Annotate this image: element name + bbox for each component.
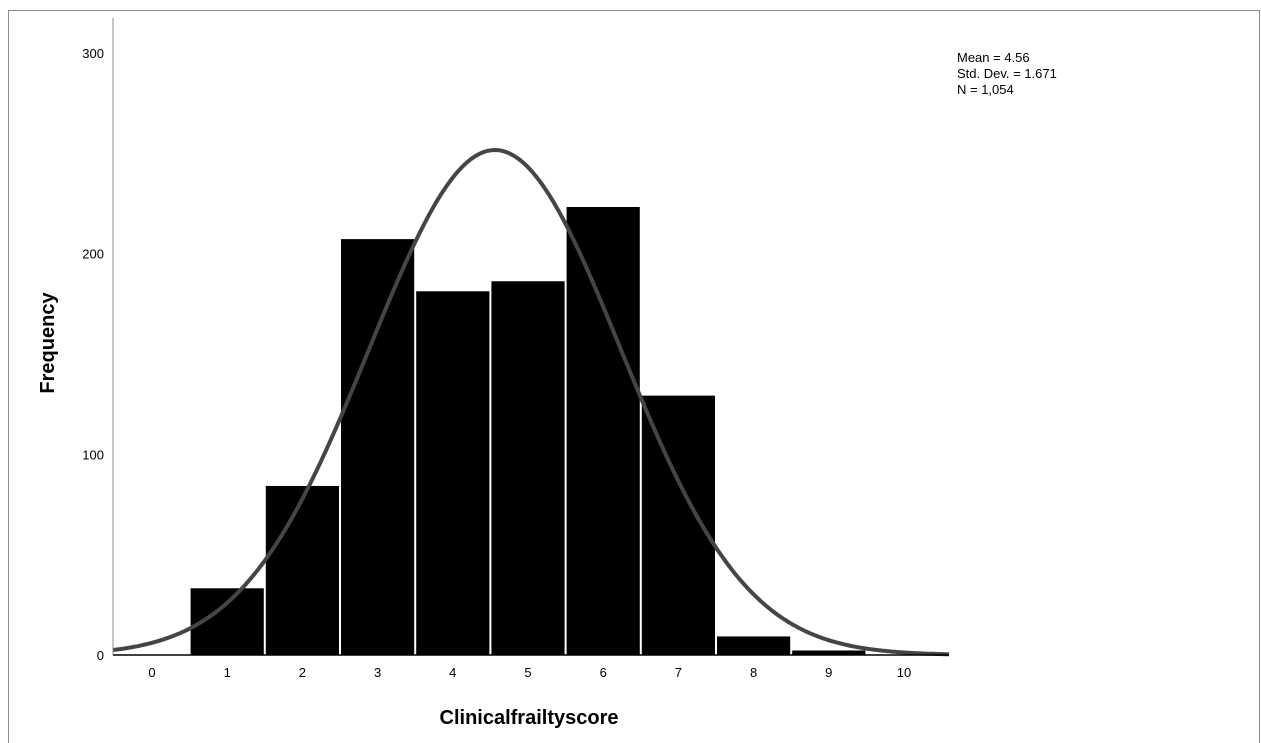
x-tick-label: 4 [449,665,456,680]
y-tick-label: 300 [82,46,104,61]
x-tick-label: 5 [524,665,531,680]
y-tick-label: 0 [97,648,104,663]
x-tick-label: 1 [224,665,231,680]
chart-border [8,10,1260,743]
histogram-bar [341,239,415,656]
x-tick-label: 8 [750,665,757,680]
histogram-bar [717,636,791,656]
x-tick-label: 0 [148,665,155,680]
histogram-bar [265,485,339,656]
normal-curve-line [112,148,950,657]
histogram-bar [491,281,565,656]
x-tick-label: 7 [675,665,682,680]
x-tick-label: 2 [299,665,306,680]
stat-n: N = 1,054 [957,82,1014,97]
stat-mean: Mean = 4.56 [957,50,1030,65]
y-tick-label: 100 [82,447,104,462]
histogram-bar [566,207,640,656]
bars-group [190,207,866,656]
x-tick-label: 6 [600,665,607,680]
normal-curve-group [112,148,950,657]
x-tick-label: 9 [825,665,832,680]
histogram-bar [416,291,490,656]
y-axis-title: Frequency [37,292,59,394]
x-tick-label: 3 [374,665,381,680]
stat-std-dev: Std. Dev. = 1.671 [957,66,1057,81]
x-tick-label: 10 [897,665,911,680]
x-axis-title: Clinicalfrailtyscore [440,707,619,729]
y-tick-label: 200 [82,247,104,262]
